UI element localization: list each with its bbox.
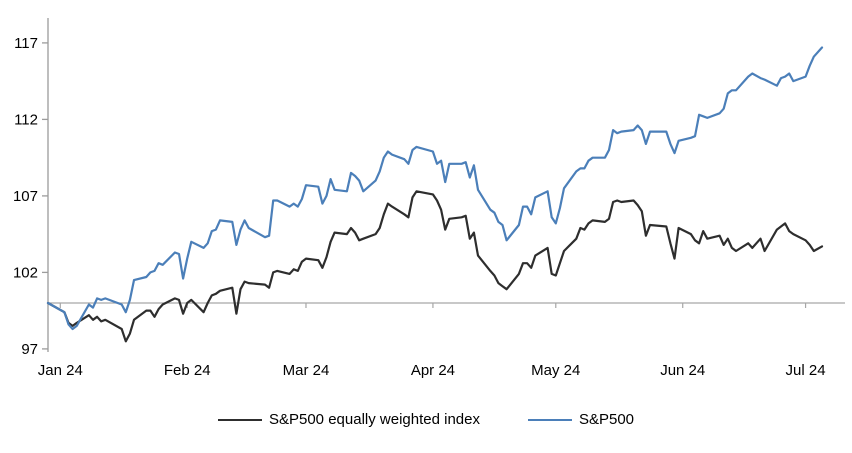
x-tick-label: Apr 24 [411,362,455,379]
x-tick-label: May 24 [531,362,580,379]
legend-line-swatch-equal-weight [217,418,262,421]
legend-item-equal-weight: S&P500 equally weighted index [217,411,480,428]
x-tick-label: Mar 24 [283,362,330,379]
line-chart: 97 102 107 112 117 Jan 24 Feb 24 Mar 24 Apr 24 M… [13,18,845,379]
x-axis-ticks [59,303,807,308]
x-tick-label: Jan 24 [38,362,83,379]
x-axis-labels: Jan 24 Feb 24 Mar 24 Apr 24 May 24 Jun 24 Jul … [38,362,826,379]
series-line-equal-weight [46,190,824,343]
series-line-sp500 [46,46,824,331]
y-axis-ticks [42,42,48,350]
y-axis-labels: 97 102 107 112 117 [13,35,38,358]
y-tick-label: 97 [21,341,38,358]
y-tick-label: 117 [14,35,38,52]
legend: S&P500 equally weighted index S&P500 [0,411,852,428]
y-tick-label: 112 [14,111,38,128]
legend-line-swatch-sp500 [527,418,572,421]
legend-label-sp500: S&P500 [578,411,635,428]
y-tick-label: 102 [13,264,38,281]
x-tick-label: Jul 24 [786,362,826,379]
x-tick-label: Feb 24 [164,362,211,379]
legend-label-equal-weight: S&P500 equally weighted index [268,411,480,428]
series-lines [46,46,824,343]
legend-item-sp500: S&P500 [527,411,635,428]
x-tick-label: Jun 24 [660,362,705,379]
y-tick-label: 107 [13,188,38,205]
